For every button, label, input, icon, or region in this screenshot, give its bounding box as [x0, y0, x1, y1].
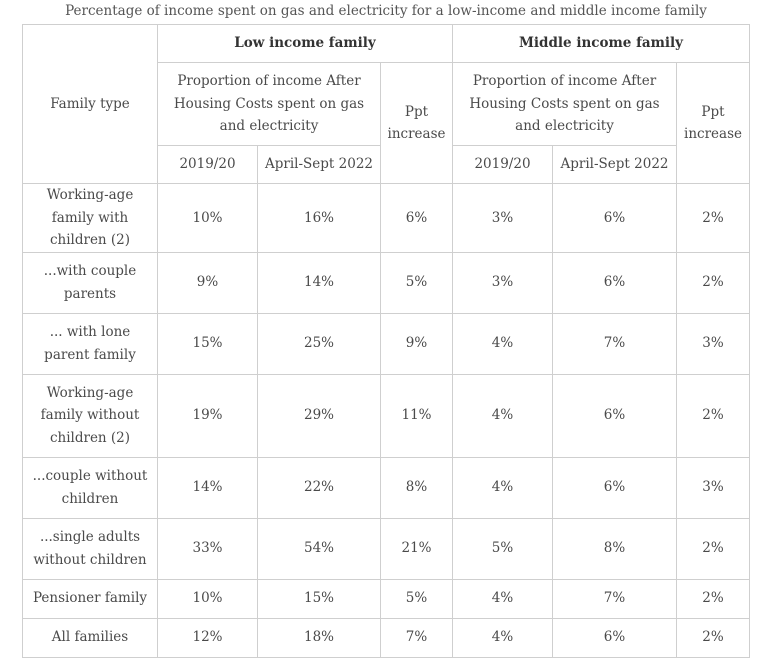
table-cell: 5%	[380, 578, 453, 619]
table-cell: 29%	[257, 373, 381, 458]
mid-proportion-header: Proportion of income After Housing Costs…	[452, 62, 677, 146]
energy-cost-table: Family type Low income family Middle inc…	[22, 24, 751, 658]
table-cell: 10%	[157, 578, 258, 619]
table-cell: 4%	[452, 578, 553, 619]
table-cell: 2%	[675, 517, 751, 580]
table-cell: 3%	[452, 183, 553, 253]
table-cell: 2%	[675, 617, 751, 658]
table-cell: 2%	[675, 251, 751, 314]
mid-ppt-header: Ppt increase	[675, 62, 751, 184]
table-cell: 25%	[257, 312, 381, 375]
row-label: ...with couple parents	[22, 251, 158, 314]
table-cell: 6%	[552, 456, 677, 519]
table-row: Working-age family with children (2) 10%…	[22, 183, 751, 253]
table-cell: 15%	[157, 312, 258, 375]
low-ppt-header: Ppt increase	[380, 62, 453, 184]
row-label: ...single adults without children	[22, 517, 158, 580]
low-proportion-header: Proportion of income After Housing Costs…	[157, 62, 381, 146]
table-cell: 14%	[257, 251, 381, 314]
mid-year2-header: April-Sept 2022	[552, 145, 677, 184]
row-label: All families	[22, 617, 158, 658]
family-type-header: Family type	[22, 24, 158, 184]
table-row: Pensioner family 10% 15% 5% 4% 7% 2%	[22, 578, 751, 619]
table-cell: 2%	[675, 578, 751, 619]
table-cell: 18%	[257, 617, 381, 658]
table-row: ...couple without children 14% 22% 8% 4%…	[22, 456, 751, 519]
table-cell: 7%	[552, 578, 677, 619]
table-cell: 3%	[675, 456, 751, 519]
row-label: ...couple without children	[22, 456, 158, 519]
table-row: ... with lone parent family 15% 25% 9% 4…	[22, 312, 751, 375]
table-cell: 6%	[380, 183, 453, 253]
table-cell: 15%	[257, 578, 381, 619]
table-cell: 7%	[552, 312, 677, 375]
table-caption: Percentage of income spent on gas and el…	[65, 3, 707, 19]
table-cell: 4%	[452, 456, 553, 519]
table-cell: 10%	[157, 183, 258, 253]
table-cell: 19%	[157, 373, 258, 458]
row-label: Working-age family without children (2)	[22, 373, 158, 458]
table-cell: 54%	[257, 517, 381, 580]
table-cell: 7%	[380, 617, 453, 658]
table-cell: 16%	[257, 183, 381, 253]
table-cell: 3%	[452, 251, 553, 314]
table-cell: 9%	[157, 251, 258, 314]
table-cell: 14%	[157, 456, 258, 519]
row-label: Working-age family with children (2)	[22, 183, 158, 253]
table-row: ...with couple parents 9% 14% 5% 3% 6% 2…	[22, 251, 751, 314]
table-cell: 5%	[452, 517, 553, 580]
mid-year1-header: 2019/20	[452, 145, 553, 184]
low-year2-header: April-Sept 2022	[257, 145, 381, 184]
low-year1-header: 2019/20	[157, 145, 258, 184]
row-label: Pensioner family	[22, 578, 158, 619]
table-cell: 12%	[157, 617, 258, 658]
table-cell: 11%	[380, 373, 453, 458]
table-cell: 6%	[552, 617, 677, 658]
table-cell: 8%	[380, 456, 453, 519]
table-cell: 22%	[257, 456, 381, 519]
table-cell: 6%	[552, 183, 677, 253]
table-row: ...single adults without children 33% 54…	[22, 517, 751, 580]
table-row: All families 12% 18% 7% 4% 6% 2%	[22, 617, 751, 658]
table-cell: 9%	[380, 312, 453, 375]
table-cell: 4%	[452, 617, 553, 658]
row-label: ... with lone parent family	[22, 312, 158, 375]
table-cell: 8%	[552, 517, 677, 580]
table-cell: 2%	[675, 373, 751, 458]
table-cell: 21%	[380, 517, 453, 580]
table-cell: 2%	[675, 183, 751, 253]
table-cell: 33%	[157, 517, 258, 580]
table-cell: 6%	[552, 251, 677, 314]
table-cell: 6%	[552, 373, 677, 458]
table-cell: 5%	[380, 251, 453, 314]
table-row: Working-age family without children (2) …	[22, 373, 751, 458]
middle-income-header: Middle income family	[451, 24, 751, 63]
table-cell: 3%	[675, 312, 751, 375]
table-cell: 4%	[452, 373, 553, 458]
table-cell: 4%	[452, 312, 553, 375]
low-income-header: Low income family	[157, 24, 453, 63]
